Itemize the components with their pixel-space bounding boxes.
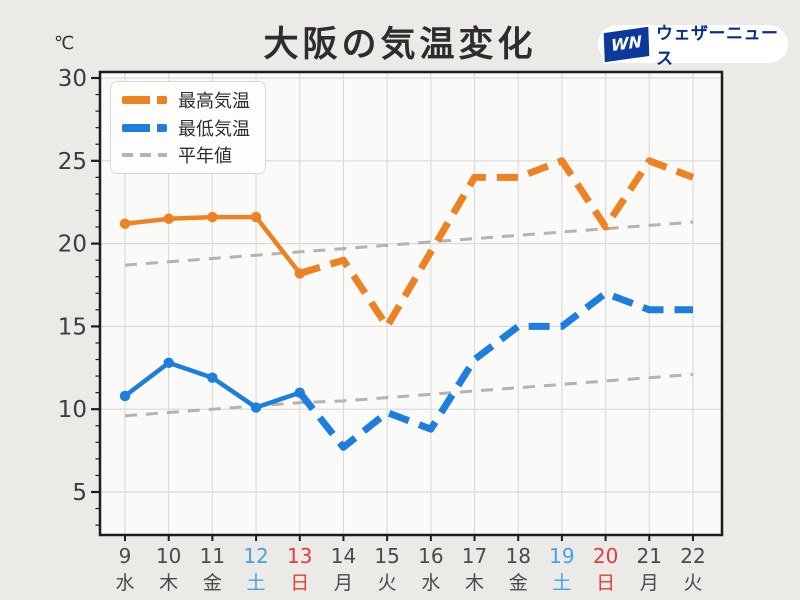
x-tick-date-label: 13 [287,544,312,568]
y-tick-label: 25 [58,149,87,175]
x-tick-weekday-label: 日 [596,572,615,594]
x-tick-weekday-label: 火 [683,572,702,594]
logo-brand-name: ウェザーニュース [656,24,779,69]
y-axis-unit-label: ℃ [54,33,75,54]
data-point-marker [207,372,218,383]
legend-item-max-temp: 最高気温 [122,87,265,113]
weathernews-logo: WN ウェザーニュース [598,24,788,69]
x-tick-weekday-label: 木 [465,572,484,594]
x-tick-weekday-label: 火 [378,572,397,594]
legend-item-min-temp: 最低気温 [122,115,265,141]
x-tick-date-label: 22 [680,544,705,568]
min-temp-line-swatch-icon [122,123,167,132]
data-point-marker [250,211,262,223]
data-point-marker [294,268,305,279]
min-temp-forecast-line [297,289,693,451]
legend-label-normal: 平年値 [178,146,232,168]
x-tick-weekday-label: 金 [509,572,528,594]
data-point-marker [119,218,131,229]
y-tick-label: 10 [58,397,87,423]
x-tick-weekday-label: 月 [334,572,353,594]
x-tick-date-label: 19 [549,544,574,568]
legend-label-max-temp: 最高気温 [178,90,250,112]
x-tick-weekday-label: 水 [421,572,440,594]
y-tick-label: 20 [58,232,87,258]
x-tick-date-label: 21 [637,544,662,568]
x-tick-weekday-label: 日 [290,572,309,594]
data-point-marker [119,390,131,402]
data-point-marker [250,402,262,413]
x-tick-weekday-label: 木 [159,572,178,594]
x-tick-weekday-label: 月 [640,572,659,594]
x-tick-weekday-label: 金 [203,572,222,594]
x-tick-weekday-label: 水 [115,572,134,594]
x-tick-date-label: 9 [119,544,132,568]
x-tick-date-label: 20 [593,544,618,568]
data-point-marker [207,211,218,223]
data-point-marker [163,357,174,369]
x-tick-date-label: 11 [200,544,225,568]
data-point-marker [163,213,174,224]
y-tick-label: 5 [72,480,87,506]
x-tick-weekday-label: 土 [247,572,266,594]
x-tick-date-label: 17 [462,544,487,568]
max-temp-line-swatch-icon [122,95,167,104]
y-tick-label: 30 [58,66,87,92]
x-tick-date-label: 18 [505,544,530,568]
normal-line-swatch-icon [122,153,167,158]
x-tick-date-label: 12 [243,544,268,568]
legend-item-normal: 平年値 [122,142,265,168]
x-tick-date-label: 15 [374,544,399,568]
chart-title: 大阪の気温変化 [263,25,537,65]
plot-border [98,70,724,537]
legend-label-min-temp: 最低気温 [178,118,250,140]
x-tick-date-label: 16 [418,544,443,568]
chart-legend: 最高気温 最低気温 平年値 [110,81,266,174]
x-tick-weekday-label: 土 [552,572,571,594]
x-tick-date-label: 10 [156,544,181,568]
normal-value-line [124,220,694,267]
normal-value-line [124,372,694,418]
x-tick-date-label: 14 [331,544,356,568]
data-point-marker [294,387,305,398]
y-tick-label: 15 [58,314,87,340]
